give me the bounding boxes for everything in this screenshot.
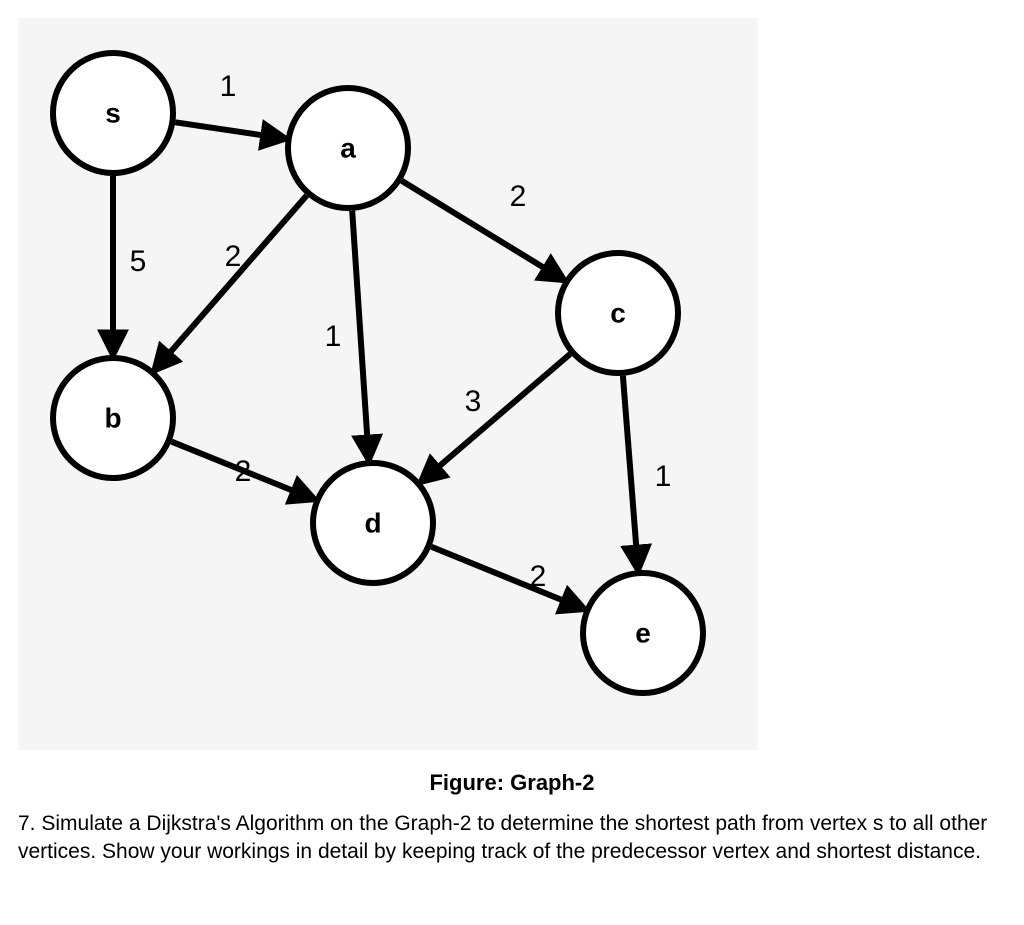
node-c: c — [558, 253, 678, 373]
graph-svg: 1 5 2 2 1 2 3 1 2 s a b c d e — [18, 18, 758, 750]
edge-weight-s-b: 5 — [130, 245, 147, 278]
edge-c-d — [421, 354, 570, 482]
node-label-d: d — [364, 507, 381, 538]
edge-d-e — [431, 547, 584, 609]
node-label-b: b — [104, 402, 121, 433]
edge-a-d — [352, 211, 369, 460]
figure-caption: Figure: Graph-2 — [0, 770, 1024, 796]
edge-weight-s-a: 1 — [220, 70, 237, 103]
edge-weight-a-c: 2 — [510, 180, 527, 213]
edge-weight-a-b: 2 — [225, 240, 242, 273]
edge-s-a — [175, 122, 285, 138]
node-b: b — [53, 358, 173, 478]
page: 1 5 2 2 1 2 3 1 2 s a b c d e Figure: Graph-2 7. Simul… — [0, 0, 1024, 925]
edge-weight-b-d: 2 — [235, 455, 252, 488]
edge-weight-c-d: 3 — [465, 385, 482, 418]
node-label-c: c — [610, 297, 626, 328]
graph-panel: 1 5 2 2 1 2 3 1 2 s a b c d e — [18, 18, 758, 750]
node-label-e: e — [635, 617, 651, 648]
edge-a-c — [402, 181, 564, 280]
edge-weight-a-d: 1 — [325, 320, 342, 353]
edge-a-b — [154, 196, 306, 371]
node-d: d — [313, 463, 433, 583]
edge-c-e — [623, 376, 638, 570]
edge-weight-c-e: 1 — [655, 460, 672, 493]
question-text: 7. Simulate a Dijkstra's Algorithm on th… — [18, 810, 1016, 867]
node-label-a: a — [340, 132, 356, 163]
node-e: e — [583, 573, 703, 693]
node-s: s — [53, 53, 173, 173]
node-label-s: s — [105, 97, 121, 128]
edge-weight-d-e: 2 — [530, 560, 547, 593]
node-a: a — [288, 88, 408, 208]
